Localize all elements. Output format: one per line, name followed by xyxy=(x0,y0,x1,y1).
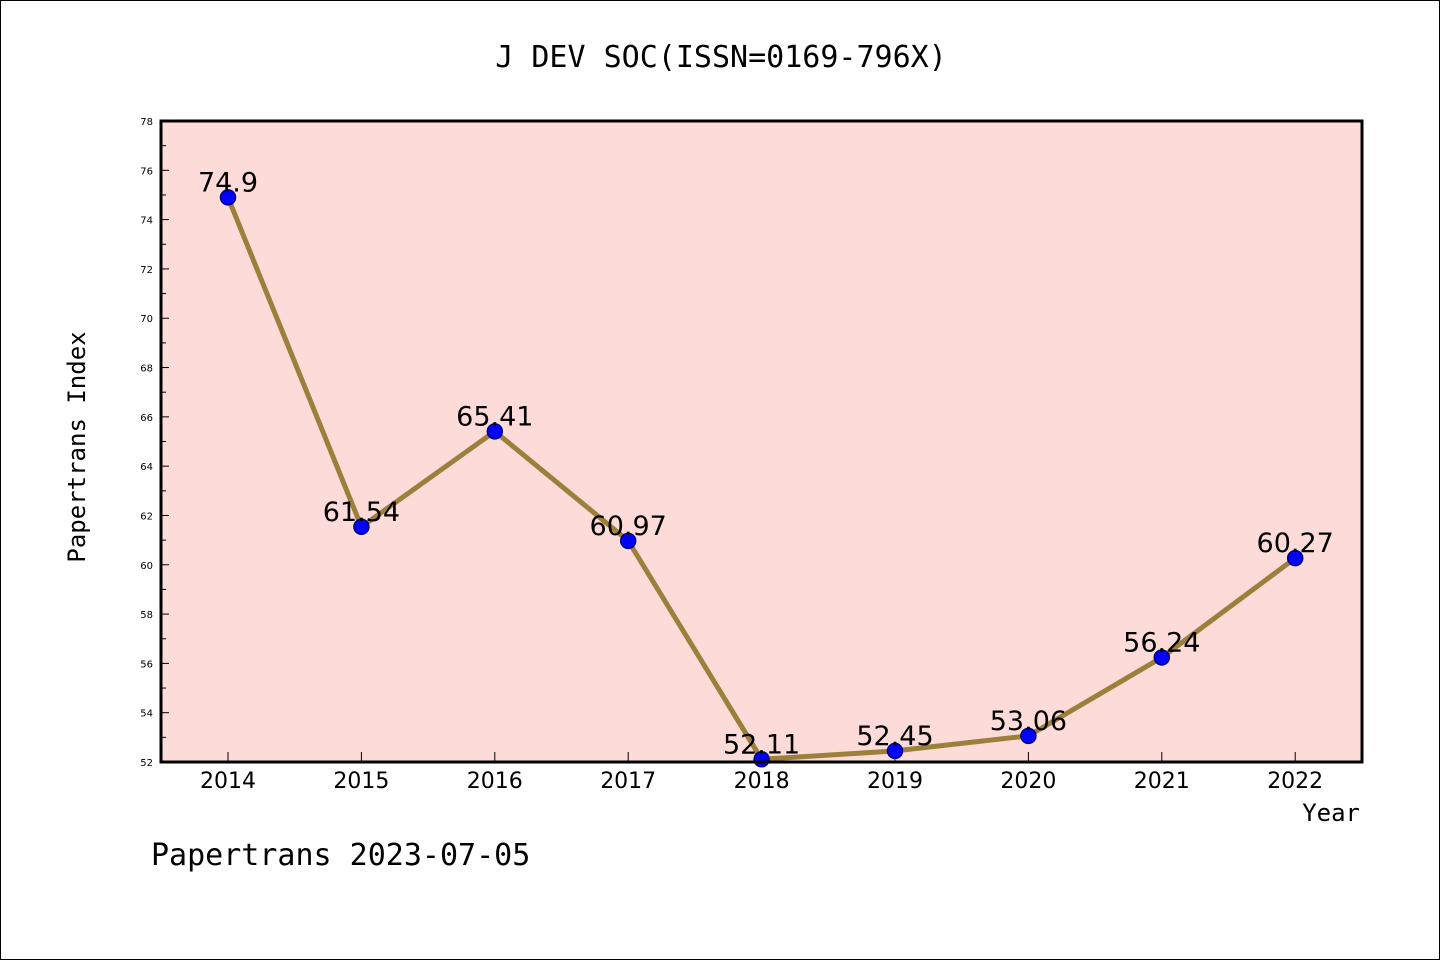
x-axis: 2014 2015 2016 2017 2018 2019 2020 2021 2022 xyxy=(200,752,1323,794)
x-axis-title: Year xyxy=(1302,799,1360,827)
y-tick-label: 58 xyxy=(140,610,153,621)
x-tick-label: 2022 xyxy=(1267,769,1323,794)
y-tick-label: 74 xyxy=(140,216,153,227)
x-tick-label: 2018 xyxy=(734,769,790,794)
data-label: 61.54 xyxy=(323,497,400,528)
chart-title: J DEV SOC(ISSN=0169-796X) xyxy=(495,40,947,75)
x-tick-label: 2020 xyxy=(1000,769,1056,794)
data-label: 60.27 xyxy=(1257,528,1334,559)
y-tick-label: 68 xyxy=(140,364,153,375)
y-tick-label: 72 xyxy=(140,265,153,276)
data-label: 74.9 xyxy=(198,167,258,198)
x-tick-label: 2019 xyxy=(867,769,923,794)
data-point xyxy=(353,518,370,536)
data-label: 53.06 xyxy=(990,706,1067,737)
data-point xyxy=(1020,727,1037,745)
data-point xyxy=(619,532,637,550)
data-point xyxy=(219,189,237,206)
data-series xyxy=(219,189,1304,768)
y-tick-label: 76 xyxy=(140,166,153,177)
y-tick-label: 60 xyxy=(140,561,153,572)
y-tick-label: 54 xyxy=(140,709,153,720)
y-tick-label: 52 xyxy=(140,758,153,769)
y-tick-label: 56 xyxy=(140,659,153,670)
data-label: 56.24 xyxy=(1123,627,1200,658)
x-tick-label: 2017 xyxy=(600,769,656,794)
plot-area xyxy=(161,121,1362,762)
data-labels: 74.9 61.54 65.41 60.97 52.11 52.45 53.06 56.24 6… xyxy=(198,167,1334,760)
data-point xyxy=(1286,549,1304,567)
plot-border xyxy=(159,119,1364,764)
data-label: 60.97 xyxy=(590,511,667,542)
data-label: 52.11 xyxy=(723,729,800,760)
data-label: 65.41 xyxy=(456,401,533,432)
x-tick-label: 2016 xyxy=(467,769,523,794)
data-point xyxy=(486,423,504,440)
data-label: 52.45 xyxy=(856,721,933,752)
y-tick-label: 70 xyxy=(140,314,153,325)
data-point xyxy=(886,742,904,760)
y-axis-title: Papertrans Index xyxy=(63,331,91,562)
x-tick-label: 2015 xyxy=(333,769,389,794)
y-tick-label: 78 xyxy=(140,117,153,128)
x-tick-label: 2014 xyxy=(200,769,256,794)
footer-text: Papertrans 2023-07-05 xyxy=(151,838,530,873)
y-tick-label: 62 xyxy=(140,511,153,522)
y-tick-label: 66 xyxy=(140,413,153,424)
y-axis: 52 54 56 58 60 62 64 66 68 70 72 74 76 78 xyxy=(140,117,169,769)
y-tick-label: 64 xyxy=(140,462,153,473)
data-point xyxy=(1153,649,1171,666)
x-tick-label: 2021 xyxy=(1134,769,1190,794)
